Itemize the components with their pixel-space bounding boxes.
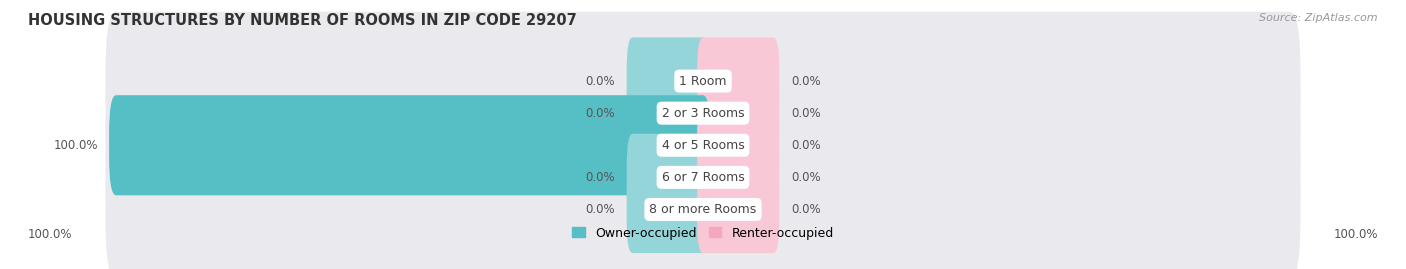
Text: 0.0%: 0.0% bbox=[585, 171, 614, 184]
Text: 4 or 5 Rooms: 4 or 5 Rooms bbox=[662, 139, 744, 152]
FancyBboxPatch shape bbox=[105, 44, 1301, 182]
Text: 8 or more Rooms: 8 or more Rooms bbox=[650, 203, 756, 216]
FancyBboxPatch shape bbox=[105, 12, 1301, 150]
FancyBboxPatch shape bbox=[110, 95, 710, 195]
Text: 0.0%: 0.0% bbox=[792, 107, 821, 120]
Text: 2 or 3 Rooms: 2 or 3 Rooms bbox=[662, 107, 744, 120]
FancyBboxPatch shape bbox=[697, 134, 779, 221]
Text: 0.0%: 0.0% bbox=[585, 203, 614, 216]
Text: 6 or 7 Rooms: 6 or 7 Rooms bbox=[662, 171, 744, 184]
Text: 100.0%: 100.0% bbox=[28, 228, 73, 241]
FancyBboxPatch shape bbox=[697, 102, 779, 189]
FancyBboxPatch shape bbox=[697, 69, 779, 157]
FancyBboxPatch shape bbox=[697, 37, 779, 125]
Text: HOUSING STRUCTURES BY NUMBER OF ROOMS IN ZIP CODE 29207: HOUSING STRUCTURES BY NUMBER OF ROOMS IN… bbox=[28, 13, 576, 29]
Text: 0.0%: 0.0% bbox=[585, 75, 614, 88]
FancyBboxPatch shape bbox=[627, 166, 709, 253]
Text: 0.0%: 0.0% bbox=[585, 107, 614, 120]
FancyBboxPatch shape bbox=[105, 108, 1301, 247]
FancyBboxPatch shape bbox=[105, 76, 1301, 215]
FancyBboxPatch shape bbox=[697, 166, 779, 253]
FancyBboxPatch shape bbox=[627, 37, 709, 125]
FancyBboxPatch shape bbox=[627, 134, 709, 221]
Text: 0.0%: 0.0% bbox=[792, 203, 821, 216]
Text: 0.0%: 0.0% bbox=[792, 139, 821, 152]
Text: 1 Room: 1 Room bbox=[679, 75, 727, 88]
FancyBboxPatch shape bbox=[627, 69, 709, 157]
Text: 0.0%: 0.0% bbox=[792, 75, 821, 88]
Text: 0.0%: 0.0% bbox=[792, 171, 821, 184]
Text: Source: ZipAtlas.com: Source: ZipAtlas.com bbox=[1260, 13, 1378, 23]
Text: 100.0%: 100.0% bbox=[53, 139, 98, 152]
Text: 100.0%: 100.0% bbox=[1333, 228, 1378, 241]
FancyBboxPatch shape bbox=[105, 140, 1301, 269]
Legend: Owner-occupied, Renter-occupied: Owner-occupied, Renter-occupied bbox=[572, 226, 834, 240]
